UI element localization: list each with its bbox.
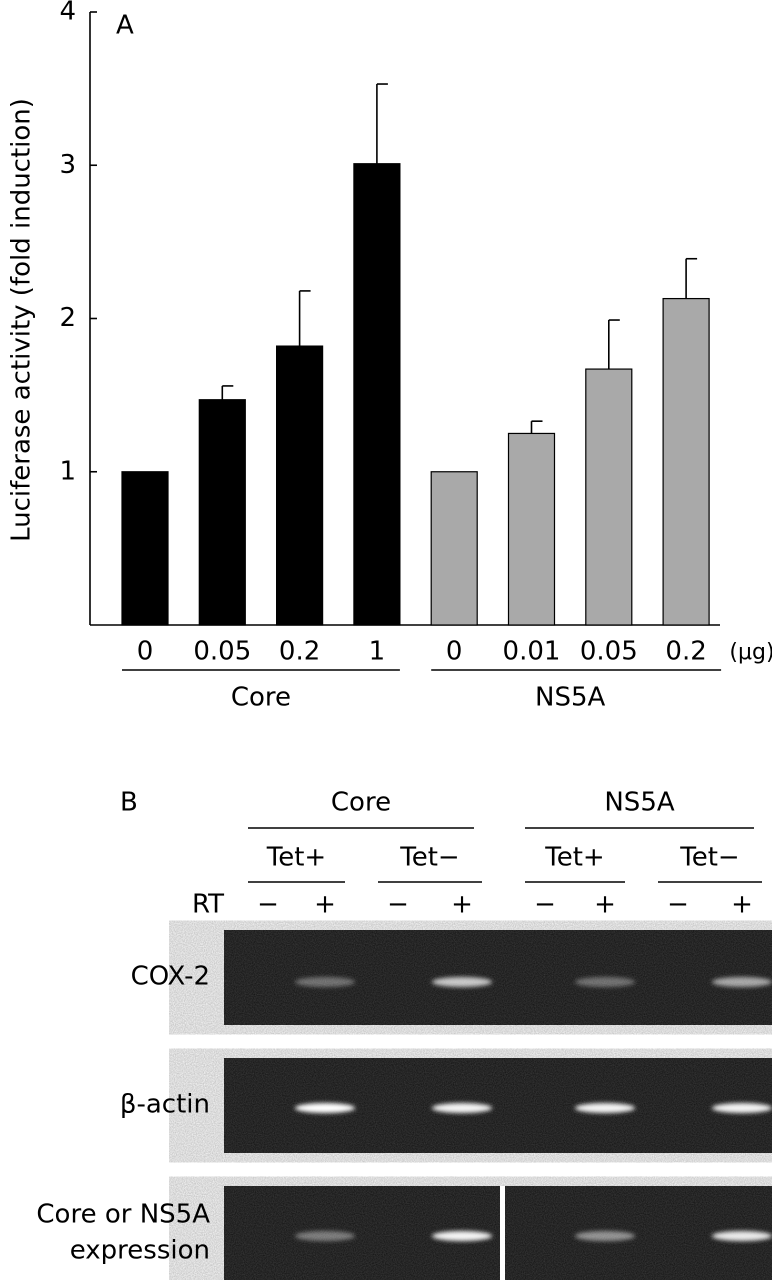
bar bbox=[585, 368, 633, 626]
bar bbox=[198, 399, 246, 626]
y-axis-label: Luciferase activity (fold induction) bbox=[7, 98, 37, 542]
band bbox=[575, 977, 635, 987]
condition-label: Tet+ bbox=[266, 843, 326, 873]
y-tick-label: 3 bbox=[59, 150, 76, 180]
bar bbox=[430, 471, 478, 626]
rt-sign: − bbox=[387, 890, 409, 920]
x-tick-label: 0.2 bbox=[279, 637, 320, 667]
bar bbox=[662, 297, 710, 626]
band bbox=[432, 1103, 492, 1113]
group-label: NS5A bbox=[535, 683, 605, 713]
row-label: expression bbox=[70, 1236, 210, 1266]
band bbox=[432, 1231, 492, 1241]
bar bbox=[507, 432, 556, 626]
gel-noise bbox=[224, 930, 772, 1025]
group-label: Core bbox=[231, 683, 291, 713]
group-label: Core bbox=[331, 788, 391, 818]
x-tick-label: 0.05 bbox=[193, 637, 251, 667]
rt-sign: − bbox=[534, 890, 556, 920]
rt-sign: + bbox=[314, 890, 336, 920]
band bbox=[295, 1103, 355, 1113]
rt-sign: + bbox=[731, 890, 753, 920]
bar bbox=[276, 345, 324, 626]
row-label: COX-2 bbox=[131, 962, 210, 992]
y-tick-label: 1 bbox=[59, 456, 76, 486]
rt-sign: + bbox=[451, 890, 473, 920]
row-label: Core or NS5A bbox=[36, 1200, 210, 1230]
band bbox=[575, 1103, 635, 1113]
x-tick-label: 0 bbox=[446, 637, 463, 667]
rt-sign: + bbox=[594, 890, 616, 920]
band bbox=[712, 977, 772, 987]
rt-label: RT bbox=[192, 890, 224, 920]
rt-sign: − bbox=[667, 890, 689, 920]
bar bbox=[353, 163, 401, 626]
band bbox=[575, 1231, 635, 1241]
gel-divider bbox=[500, 1186, 505, 1280]
x-tick-label: 1 bbox=[369, 637, 386, 667]
group-label: NS5A bbox=[604, 788, 674, 818]
band bbox=[295, 1231, 355, 1241]
y-tick-label: 4 bbox=[59, 0, 76, 27]
condition-label: Tet− bbox=[399, 843, 459, 873]
x-tick-label: 0.01 bbox=[503, 637, 561, 667]
x-unit-label: (μg) bbox=[729, 640, 772, 665]
gel-panels bbox=[224, 930, 772, 1280]
condition-label: Tet− bbox=[679, 843, 739, 873]
y-tick-label: 2 bbox=[59, 303, 76, 333]
x-tick-label: 0.05 bbox=[580, 637, 638, 667]
panel-label: B bbox=[120, 788, 138, 818]
band bbox=[432, 977, 492, 987]
row-label: β-actin bbox=[120, 1090, 210, 1120]
bar bbox=[121, 471, 169, 626]
band bbox=[295, 977, 355, 987]
panel-label: A bbox=[116, 11, 134, 41]
x-tick-label: 0 bbox=[137, 637, 154, 667]
condition-label: Tet+ bbox=[544, 843, 604, 873]
x-tick-label: 0.2 bbox=[665, 637, 706, 667]
band bbox=[712, 1231, 772, 1241]
rt-sign: − bbox=[257, 890, 279, 920]
band bbox=[712, 1103, 772, 1113]
